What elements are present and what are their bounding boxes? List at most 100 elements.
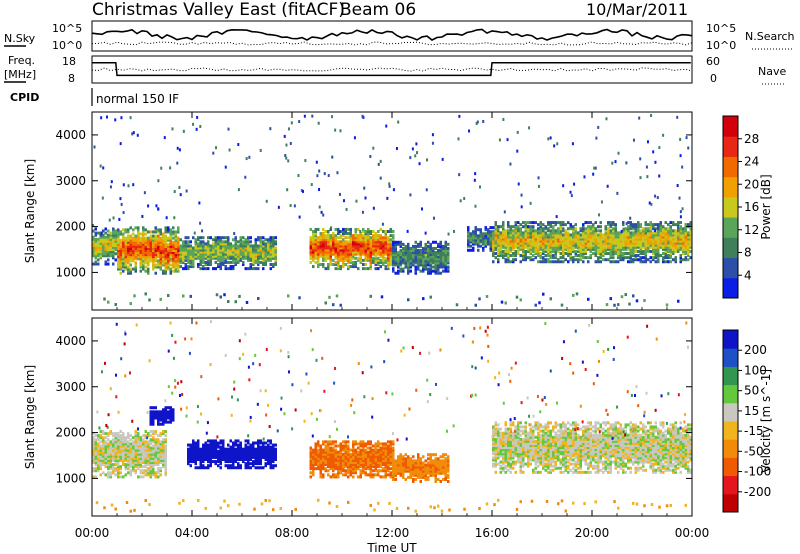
power-echo-cell — [547, 249, 550, 253]
power-echo-cell — [104, 237, 107, 241]
power-echo-cell — [522, 233, 525, 237]
velocity-echo-cell — [209, 447, 212, 451]
power-echo-cell — [507, 225, 510, 229]
velocity-echo-cell — [339, 469, 342, 473]
power-echo-cell — [127, 249, 130, 253]
velocity-echo-cell — [269, 451, 272, 455]
power-echo-cell — [629, 258, 632, 262]
power-echo-cell — [432, 246, 435, 250]
power-echo-cell — [92, 248, 95, 252]
power-echo-cell — [667, 223, 670, 227]
velocity-echo-cell — [349, 448, 352, 452]
power-echo-cell — [607, 237, 610, 241]
power-echo-cell — [574, 235, 577, 239]
power-scatter-cell — [654, 160, 657, 164]
velocity-echo-cell — [137, 448, 140, 452]
power-echo-cell — [687, 231, 690, 235]
velocity-echo-cell — [164, 471, 167, 475]
velocity-echo-cell — [162, 412, 165, 416]
power-echo-cell — [577, 247, 580, 251]
power-scatter-cell — [199, 221, 202, 225]
velocity-echo-cell — [237, 449, 240, 453]
velocity-echo-cell — [247, 453, 250, 457]
power-echo-cell — [497, 245, 500, 249]
power-echo-cell — [399, 255, 402, 259]
velocity-echo-cell — [147, 440, 150, 444]
power-echo-cell — [512, 241, 515, 245]
power-echo-cell — [422, 269, 425, 273]
power-scatter-cell — [425, 188, 428, 192]
velocity-echo-cell — [309, 450, 312, 454]
power-echo-cell — [114, 229, 117, 233]
power-echo-cell — [542, 235, 545, 239]
power-echo-cell — [609, 252, 612, 255]
power-echo-cell — [397, 240, 400, 244]
velocity-echo-cell — [139, 460, 142, 464]
power-echo-cell — [399, 253, 402, 257]
power-scatter-cell — [163, 136, 166, 140]
power-echo-cell — [519, 241, 522, 245]
power-echo-cell — [642, 245, 645, 249]
power-echo-cell — [387, 252, 390, 256]
power-echo-cell — [639, 235, 642, 239]
power-echo-cell — [112, 237, 115, 241]
power-echo-cell — [342, 258, 345, 262]
power-echo-cell — [222, 242, 225, 246]
power-echo-cell — [229, 265, 232, 269]
velocity-echo-cell — [327, 463, 330, 467]
velocity-echo-cell — [349, 452, 352, 456]
power-echo-cell — [272, 246, 275, 250]
power-echo-cell — [687, 237, 690, 241]
power-scatter-cell — [458, 173, 461, 177]
power-echo-cell — [654, 256, 657, 260]
velocity-echo-cell — [172, 412, 175, 416]
velocity-echo-cell — [142, 460, 145, 464]
power-echo-cell — [137, 242, 140, 246]
power-echo-cell — [617, 254, 620, 258]
power-echo-cell — [607, 239, 610, 243]
velocity-echo-cell — [144, 444, 147, 448]
power-echo-cell — [587, 243, 590, 247]
power-echo-cell — [554, 223, 557, 227]
velocity-echo-cell — [144, 458, 147, 462]
velocity-echo-cell — [342, 458, 345, 462]
power-echo-cell — [577, 235, 580, 239]
power-scatter-cell — [648, 201, 651, 205]
velocity-echo-cell — [99, 440, 102, 444]
power-echo-cell — [207, 252, 210, 256]
power-echo-cell — [542, 237, 545, 241]
power-echo-cell — [559, 233, 562, 237]
velocity-echo-cell — [159, 440, 162, 444]
power-echo-cell — [342, 242, 345, 246]
velocity-echo-cell — [144, 450, 147, 454]
power-echo-cell — [159, 261, 162, 265]
power-echo-cell — [642, 241, 645, 245]
velocity-echo-cell — [109, 448, 112, 452]
velocity-echo-cell — [154, 473, 157, 477]
power-echo-cell — [639, 239, 642, 243]
power-echo-cell — [337, 240, 340, 244]
power-echo-cell — [492, 241, 495, 245]
power-echo-cell — [204, 242, 207, 246]
power-echo-cell — [402, 261, 405, 265]
power-echo-cell — [484, 236, 487, 240]
power-echo-cell — [237, 254, 240, 258]
velocity-echo-cell — [252, 447, 255, 451]
velocity-echo-cell — [129, 448, 132, 452]
power-echo-cell — [497, 249, 500, 253]
power-echo-cell — [522, 241, 525, 245]
nsky-panel: N.Sky 10^5 10^0 10^5 10^0 N.Search — [4, 20, 795, 52]
power-echo-cell — [629, 231, 632, 235]
power-echo-cell — [242, 240, 245, 244]
velocity-echo-cell — [232, 466, 235, 470]
velocity-echo-cell — [207, 445, 210, 449]
velocity-echo-cell — [107, 465, 110, 469]
power-scatter-cell — [379, 159, 382, 163]
power-echo-cell — [324, 254, 327, 258]
power-echo-cell — [349, 252, 352, 256]
velocity-echo-cell — [144, 440, 147, 444]
power-echo-cell — [329, 248, 332, 252]
power-echo-cell — [662, 237, 665, 241]
power-echo-cell — [197, 244, 200, 248]
